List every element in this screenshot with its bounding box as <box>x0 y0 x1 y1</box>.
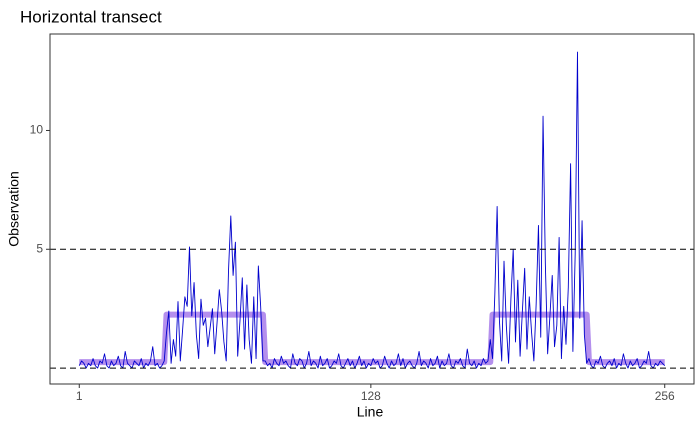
x-tick-label: 256 <box>655 389 675 403</box>
data-line <box>78 311 666 366</box>
x-axis-label: Line <box>357 404 384 420</box>
chart-title: Horizontal transect <box>20 7 162 26</box>
y-axis-label: Observation <box>6 171 22 246</box>
data-line <box>78 51 666 369</box>
x-tick-label: 1 <box>76 389 83 403</box>
x-tick-label: 128 <box>361 389 381 403</box>
y-tick-label: 10 <box>30 123 44 137</box>
plot-border <box>49 33 695 385</box>
y-tick-label: 5 <box>36 241 43 255</box>
